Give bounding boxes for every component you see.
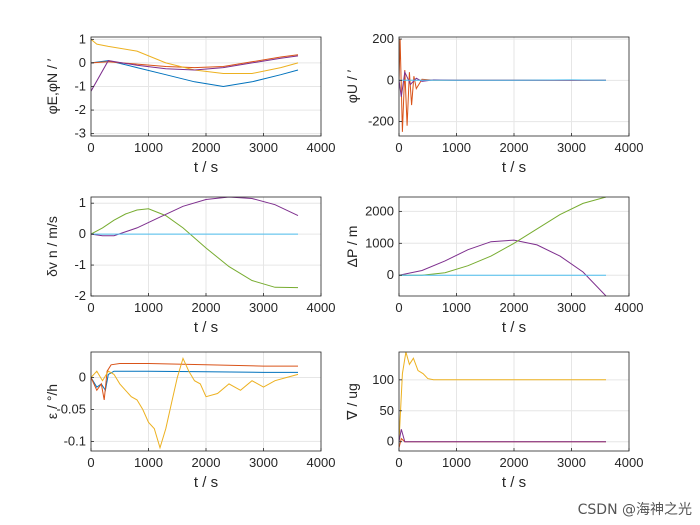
chart-att-en: 0 1000 2000 3000 4000 -3 -2 -1 0 1 t / s φE,φN / ′ — [44, 31, 335, 176]
x-tick-label: 4000 — [307, 300, 336, 315]
y-tick-label: 200 — [372, 31, 394, 46]
y-axis-label: ∇ / ug — [344, 383, 360, 421]
series-line-φN2 — [91, 55, 299, 92]
x-axis-label: t / s — [502, 159, 526, 176]
x-tick-label: 4000 — [307, 455, 336, 470]
series-line-εx — [91, 370, 298, 392]
series-line-φE2 — [91, 39, 299, 74]
series-line-εz — [91, 356, 299, 450]
y-tick-label: 0 — [387, 267, 394, 282]
y-tick-label: 0 — [79, 55, 86, 70]
series-line-δvE — [91, 208, 299, 289]
series-line-∇z — [399, 429, 606, 443]
x-tick-label: 0 — [87, 300, 94, 315]
x-tick-label: 4000 — [615, 140, 644, 155]
y-tick-label: -0.05 — [56, 401, 86, 416]
y-axis-label: ε / °/h — [44, 384, 60, 419]
x-tick-label: 4000 — [615, 455, 644, 470]
y-tick-label: -0.1 — [64, 433, 86, 448]
x-axis-label: t / s — [194, 159, 218, 176]
y-tick-label: -1 — [74, 257, 86, 272]
x-tick-label: 0 — [395, 300, 402, 315]
y-tick-label: 0 — [387, 434, 394, 449]
y-tick-label: 0 — [79, 226, 86, 241]
chart-vel: 0 1000 2000 3000 4000 -2 -1 0 1 t / s δv n / m/s — [44, 195, 335, 336]
series-line-δvN — [91, 197, 299, 237]
y-tick-label: 1000 — [365, 235, 394, 250]
x-tick-label: 3000 — [557, 300, 586, 315]
x-tick-label: 3000 — [249, 300, 278, 315]
y-tick-label: -3 — [74, 126, 86, 141]
y-tick-label: -1 — [74, 79, 86, 94]
x-tick-label: 0 — [87, 140, 94, 155]
x-axis-label: t / s — [502, 319, 526, 336]
x-tick-label: 1000 — [134, 455, 163, 470]
y-axis-label: φE,φN / ′ — [44, 58, 60, 114]
x-tick-label: 2000 — [192, 455, 221, 470]
x-tick-label: 0 — [87, 455, 94, 470]
y-axis-label: φU / ′ — [344, 69, 360, 103]
y-tick-label: 1 — [79, 31, 86, 46]
x-tick-label: 4000 — [307, 140, 336, 155]
series-line-εy — [91, 363, 298, 400]
x-tick-label: 0 — [395, 140, 402, 155]
x-tick-label: 2000 — [500, 455, 529, 470]
series-line-∇x — [399, 352, 606, 442]
x-tick-label: 3000 — [557, 140, 586, 155]
y-axis-label: ΔP / m — [344, 226, 360, 268]
y-tick-label: -2 — [74, 288, 86, 303]
x-tick-label: 3000 — [249, 455, 278, 470]
chart-pos: 0 1000 2000 3000 4000 0 1000 2000 t / s ΔP / m — [344, 196, 644, 336]
chart-gyro: 0 1000 2000 3000 4000 -0.1 -0.05 0 t / s ε / °/h — [44, 351, 336, 491]
x-axis-label: t / s — [194, 319, 218, 336]
series-line-ΔPN — [399, 239, 607, 296]
x-tick-label: 3000 — [557, 455, 586, 470]
x-tick-label: 1000 — [442, 140, 471, 155]
y-tick-label: 0 — [387, 72, 394, 87]
x-axis-label: t / s — [502, 474, 526, 491]
x-tick-label: 2000 — [192, 300, 221, 315]
y-tick-label: 100 — [372, 372, 394, 387]
x-tick-label: 2000 — [192, 140, 221, 155]
y-tick-label: -2 — [74, 102, 86, 117]
x-tick-label: 1000 — [442, 455, 471, 470]
x-tick-label: 4000 — [615, 300, 644, 315]
y-tick-label: 2000 — [365, 203, 394, 218]
y-tick-label: -200 — [368, 114, 394, 129]
series-line-ΔPE — [399, 197, 607, 276]
x-tick-label: 2000 — [500, 140, 529, 155]
x-axis-label: t / s — [194, 474, 218, 491]
x-tick-label: 1000 — [442, 300, 471, 315]
chart-accel: 0 1000 2000 3000 4000 0 50 100 t / s ∇ / ug — [344, 351, 644, 491]
y-axis-label: δv n / m/s — [44, 216, 60, 277]
x-tick-label: 2000 — [500, 300, 529, 315]
x-tick-label: 3000 — [249, 140, 278, 155]
x-tick-label: 1000 — [134, 300, 163, 315]
y-tick-label: 0 — [79, 370, 86, 385]
watermark: CSDN @海神之光 — [577, 502, 692, 518]
x-tick-label: 1000 — [134, 140, 163, 155]
x-tick-label: 0 — [395, 455, 402, 470]
y-tick-label: 1 — [79, 195, 86, 210]
y-tick-label: 50 — [380, 403, 394, 418]
